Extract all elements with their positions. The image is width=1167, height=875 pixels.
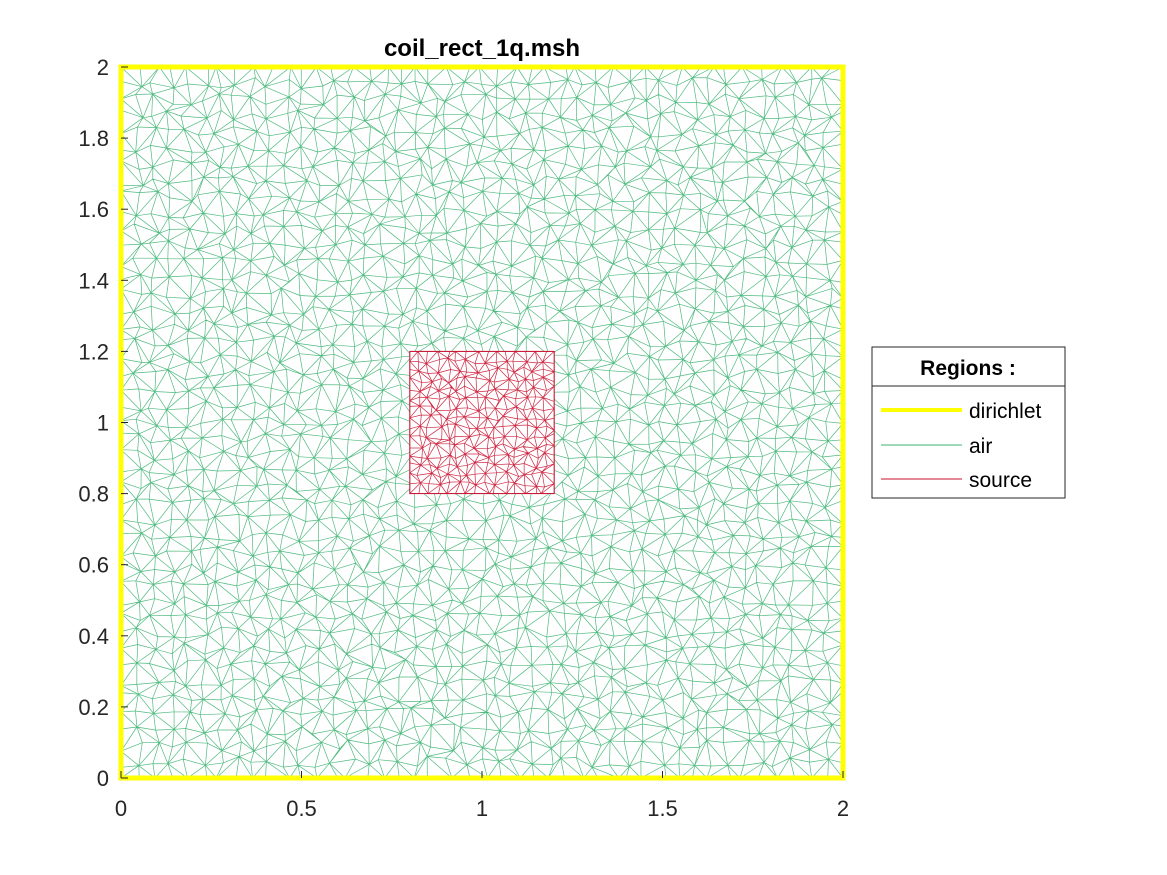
legend-box [871,346,1066,499]
x-tick-label: 0 [115,796,127,821]
chart-title: coil_rect_1q.msh [384,35,580,62]
y-tick-label: 0.8 [78,482,109,507]
y-tick-label: 0.2 [78,695,109,720]
y-tick-label: 1 [97,411,109,436]
y-tick-label: 1.6 [78,197,109,222]
y-axis-ticks: 0 0.2 0.4 0.6 0.8 1 1.2 1.4 1.6 1.8 2 [78,55,128,791]
y-tick-label: 1.4 [78,268,109,293]
source-region-outline [409,350,555,495]
y-tick-label: 1.8 [78,126,109,151]
x-axis-ticks: 0 0.5 1 1.5 2 [115,771,849,821]
y-tick-label: 2 [97,55,109,80]
x-tick-label: 2 [837,796,849,821]
legend-label-source: source [969,469,1032,492]
x-tick-label: 1.5 [647,796,678,821]
legend-title: Regions : [920,357,1016,380]
source-mesh [409,350,555,495]
y-tick-label: 0.4 [78,624,109,649]
legend: Regions : dirichlet air source [871,346,1066,499]
x-tick-label: 0.5 [286,796,317,821]
x-tick-label: 1 [476,796,488,821]
y-tick-label: 0 [97,766,109,791]
y-tick-label: 1.2 [78,339,109,364]
legend-label-dirichlet: dirichlet [969,400,1042,423]
legend-label-air: air [969,435,992,458]
y-tick-label: 0.6 [78,553,109,578]
